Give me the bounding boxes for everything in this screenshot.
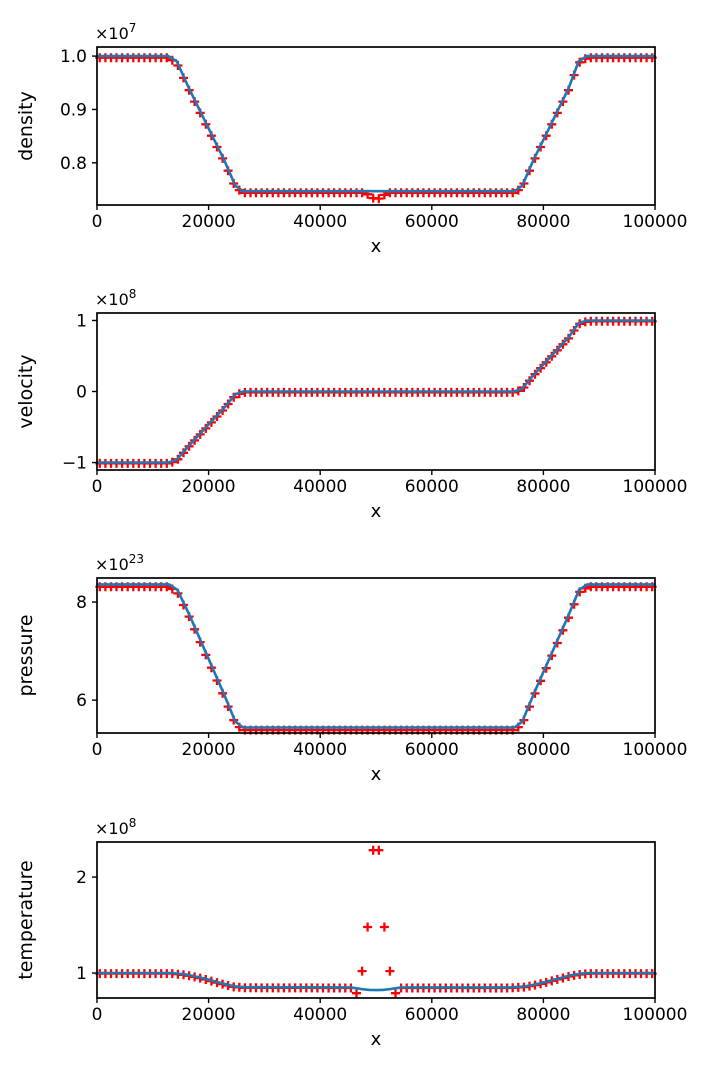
y-axis-label: density [15, 91, 37, 161]
plot-svg-velocity: 0 20000 40000 60000 80000 10000010−1×108veloc… [15, 287, 688, 522]
x-tick-label: 40000 [293, 212, 347, 232]
x-tick-label: 80000 [516, 477, 570, 497]
y-tick-label: 6 [76, 691, 87, 711]
x-tick-label: 20000 [182, 740, 236, 760]
chart-density: 0 20000 40000 60000 80000 100000 1.0 0.9 0.8 ×107… [0, 0, 720, 270]
x-tick-label: 20000 [182, 1005, 236, 1025]
x-tick-label: 40000 [293, 477, 347, 497]
temperature-solution-line [97, 971, 655, 992]
y-tick-label: 2 [76, 868, 87, 888]
axes-frame [96, 46, 656, 206]
y-axis-label: temperature [15, 860, 37, 979]
y-tick-label: 0.9 [60, 100, 87, 120]
x-axis-label: x [371, 1029, 382, 1050]
plot-svg-density: 0 20000 40000 60000 80000 100000 1.0 0.9 0.8 ×107… [15, 21, 688, 257]
chart-pressure: 0 20000 40000 60000 80000 100000 8 6 ×1023 pressu… [0, 540, 720, 810]
x-tick-label: 80000 [516, 740, 570, 760]
x-axis-label: x [371, 764, 382, 785]
x-tick-label: 0 [92, 212, 103, 232]
x-tick-label: 0 [92, 477, 103, 497]
chart-temperature: 0 20000 40000 60000 80000 100000 2 1 ×108 tempera… [0, 810, 720, 1080]
axes-frame [96, 841, 656, 999]
y-axis-offset-text: ×107 [95, 21, 136, 43]
y-tick-label: 1.0 [60, 47, 87, 67]
x-tick-label: 40000 [293, 740, 347, 760]
plot-svg-temperature: 0 20000 40000 60000 80000 100000 2 1 ×108 tempera… [15, 816, 688, 1050]
x-tick-label: 40000 [293, 1005, 347, 1025]
x-tick-label: 100000 [623, 740, 688, 760]
y-axis-offset-text: ×108 [95, 816, 136, 838]
x-tick-label: 60000 [405, 1005, 459, 1025]
x-tick-label: 80000 [516, 212, 570, 232]
y-tick-label: 1 [76, 311, 87, 331]
y-tick-label: 8 [76, 593, 87, 613]
y-tick-label: 1 [76, 964, 87, 984]
x-axis-label: x [371, 236, 382, 257]
y-axis-label: velocity [15, 354, 37, 428]
x-tick-label: 60000 [405, 212, 459, 232]
y-tick-label: 0 [76, 383, 87, 403]
y-axis-offset-text: ×108 [95, 287, 136, 309]
x-tick-label: 0 [92, 1005, 103, 1025]
x-tick-label: 0 [92, 740, 103, 760]
y-tick-label: −1 [62, 454, 87, 474]
x-tick-label: 100000 [623, 212, 688, 232]
axes-frame [96, 577, 656, 734]
x-tick-label: 80000 [516, 1005, 570, 1025]
y-axis-label: pressure [15, 614, 37, 696]
y-axis-offset-text: ×1023 [95, 552, 144, 574]
chart-velocity: 0 20000 40000 60000 80000 100000 1 0 −1 ×108 veloc… [0, 270, 720, 540]
density-solution-line [97, 54, 655, 193]
x-tick-label: 60000 [405, 740, 459, 760]
x-tick-label: 100000 [623, 477, 688, 497]
plot-svg-pressure: 0 20000 40000 60000 80000 100000 8 6 ×1023 pressu… [15, 552, 688, 785]
x-axis-label: x [371, 501, 382, 522]
x-tick-label: 100000 [623, 1005, 688, 1025]
pressure-solution-line [97, 583, 655, 729]
y-tick-label: 0.8 [60, 154, 87, 174]
x-tick-label: 20000 [182, 477, 236, 497]
velocity-solution-line [97, 319, 655, 464]
x-tick-label: 20000 [182, 212, 236, 232]
x-tick-label: 60000 [405, 477, 459, 497]
